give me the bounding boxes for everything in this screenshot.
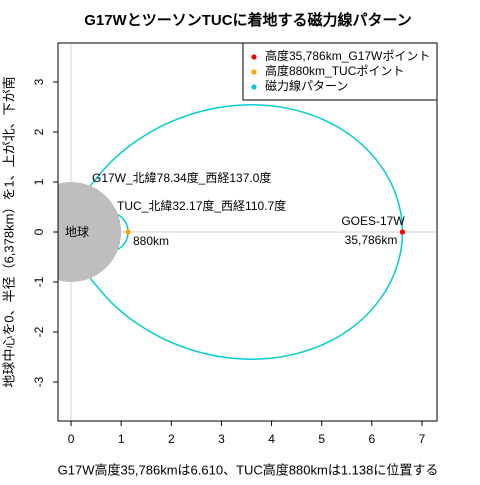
earth <box>58 182 122 282</box>
chart-title: G17WとツーソンTUCに着地する磁力線パターン <box>84 11 412 29</box>
annotation: GOES-17W <box>341 214 405 228</box>
x-axis-label: G17W高度35,786kmは6.610、TUC高度880kmは1.138に位置… <box>58 462 439 477</box>
x-tick-label: 2 <box>168 432 175 446</box>
legend-label: 高度880km_TUCポイント <box>265 63 404 78</box>
y-tick-label: 1 <box>32 178 46 185</box>
y-tick-label: -3 <box>32 376 46 387</box>
legend-symbol <box>251 84 257 90</box>
y-tick-label: 3 <box>32 78 46 85</box>
y-tick-label: 0 <box>32 228 46 235</box>
legend-symbol <box>251 54 257 60</box>
legend-symbol <box>251 69 257 75</box>
x-tick-label: 6 <box>368 432 375 446</box>
annotation: 880km <box>133 234 169 248</box>
x-tick-label: 3 <box>218 432 225 446</box>
y-tick-label: -1 <box>32 276 46 287</box>
y-tick-label: -2 <box>32 326 46 337</box>
annotation: 35,786km <box>345 233 398 247</box>
y-axis-label: 地球中心を0、半径（6,378km）を1、上が北、下が南 <box>1 76 16 387</box>
x-tick-label: 1 <box>118 432 125 446</box>
x-tick-label: 5 <box>318 432 325 446</box>
legend-label: 高度35,786km_G17Wポイント <box>265 48 430 63</box>
earth-label: 地球 <box>65 225 89 239</box>
legend-label: 磁力線パターン <box>265 78 348 93</box>
annotation: TUC_北緯32.17度_西経110.7度 <box>117 198 286 213</box>
x-tick-label: 7 <box>419 432 426 446</box>
legend-box <box>242 42 438 101</box>
x-tick-label: 0 <box>68 432 75 446</box>
point <box>399 229 406 235</box>
x-tick-label: 4 <box>268 432 275 446</box>
annotation: G17W_北緯78.34度_西経137.0度 <box>92 170 271 185</box>
y-tick-label: 2 <box>32 128 46 135</box>
overlay: 0 1 2 3 4 5 6 7 -3 -2 -1 0 1 2 3 地球 G17W_北緯78.34度_西経137.… <box>32 42 438 446</box>
point <box>125 229 131 235</box>
